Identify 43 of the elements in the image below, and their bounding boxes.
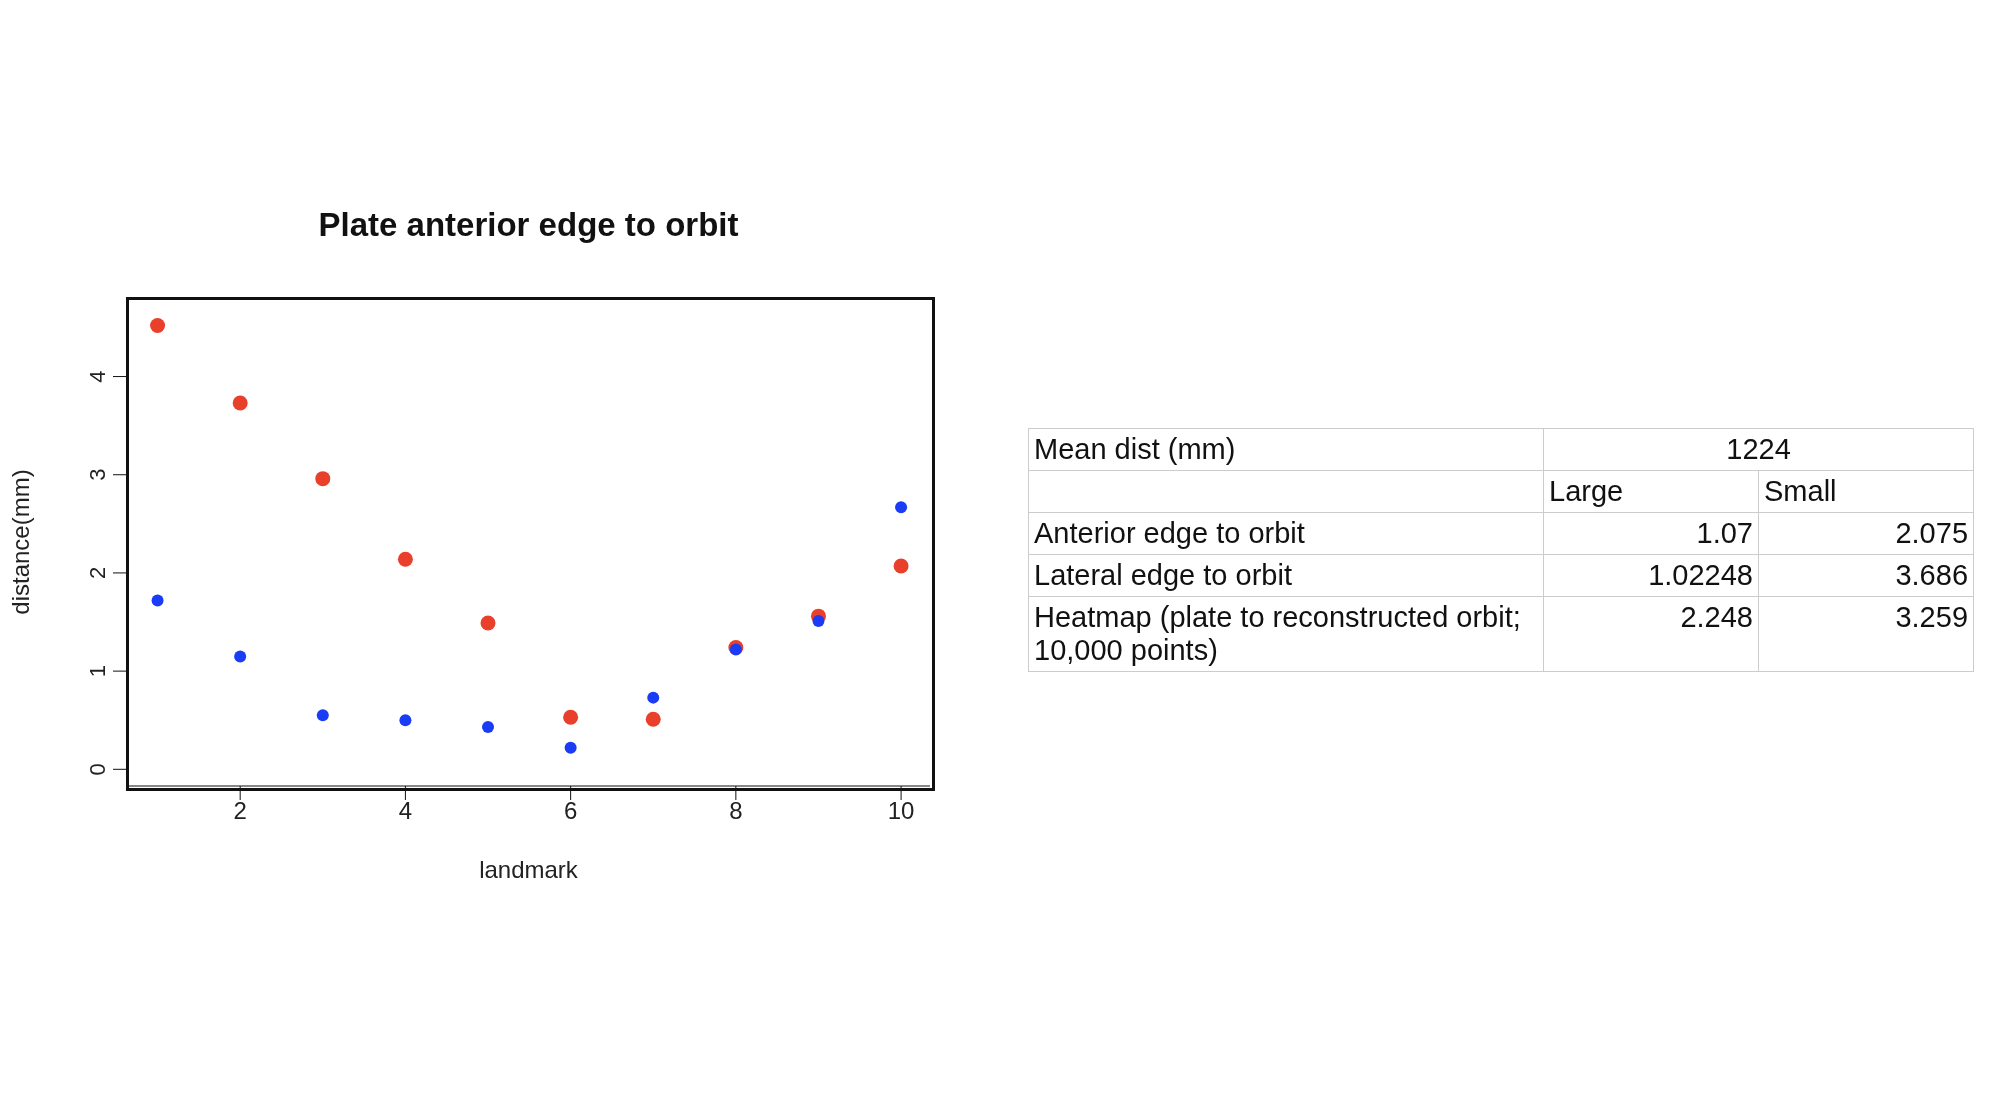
point xyxy=(151,594,164,607)
y-tick-label: 4 xyxy=(85,370,110,383)
point xyxy=(812,615,825,628)
y-tick-label: 3 xyxy=(85,468,110,481)
y-tick-label: 0 xyxy=(85,763,110,776)
point xyxy=(564,741,577,754)
text: Anterior edge to orbit xyxy=(1028,512,1544,555)
text: 2.075 xyxy=(1758,512,1974,555)
x-tick-label: 2 xyxy=(233,797,247,825)
point xyxy=(563,709,579,725)
point xyxy=(893,558,909,574)
point xyxy=(895,501,908,514)
point xyxy=(397,551,413,567)
text: 3.686 xyxy=(1758,554,1974,597)
text: 3.259 xyxy=(1758,596,1974,672)
text: 1224 xyxy=(1543,428,1974,471)
point xyxy=(482,721,495,734)
x-tick-label: 4 xyxy=(398,797,413,825)
point xyxy=(150,317,166,333)
point xyxy=(315,471,331,487)
text: 1.02248 xyxy=(1543,554,1759,597)
point xyxy=(399,714,412,727)
point xyxy=(234,650,247,663)
x-tick-label: 10 xyxy=(887,797,915,825)
y-tick-label: 2 xyxy=(85,566,110,580)
chart-title: Plate anterior edge to orbit xyxy=(317,206,740,244)
point xyxy=(647,691,660,704)
text: 1.07 xyxy=(1543,512,1759,555)
point xyxy=(316,709,329,722)
x-axis-title: landmark xyxy=(479,856,579,884)
text: Mean dist (mm) xyxy=(1028,428,1544,471)
point xyxy=(645,711,661,727)
text: Large xyxy=(1543,470,1759,513)
x-tick-label: 8 xyxy=(729,797,743,825)
text: Lateral edge to orbit xyxy=(1028,554,1544,597)
y-axis-title: distance(mm) xyxy=(6,469,34,615)
point xyxy=(480,615,496,631)
point xyxy=(232,395,248,411)
text: Small xyxy=(1758,470,1974,513)
text: Heatmap (plate to reconstructed orbit; 10,000 points) xyxy=(1028,596,1544,672)
text: 2.248 xyxy=(1543,596,1759,672)
y-tick-label: 1 xyxy=(85,664,110,678)
x-tick-label: 6 xyxy=(563,797,578,825)
